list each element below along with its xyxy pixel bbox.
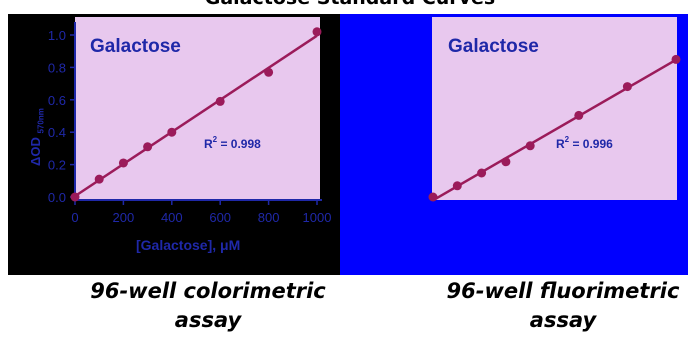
right-data-point xyxy=(452,181,462,191)
left-x-tick-label: 1000 xyxy=(303,210,332,225)
right-data-point xyxy=(525,141,535,151)
right-caption-line2: assay xyxy=(529,308,597,332)
left-data-point xyxy=(215,96,225,106)
right-caption-line1: 96-well fluorimetric xyxy=(446,279,680,303)
left-data-point xyxy=(167,127,177,137)
left-x-tick-label: 0 xyxy=(71,210,78,225)
left-y-tick-label: 0.2 xyxy=(48,158,66,173)
left-data-point xyxy=(94,174,104,184)
left-caption: 96-well colorimetric assay xyxy=(78,277,338,335)
right-data-point xyxy=(574,110,584,120)
left-data-point xyxy=(70,192,80,202)
left-y-tick-label: 0.0 xyxy=(48,190,66,205)
left-y-tick-label: 0.8 xyxy=(48,60,66,75)
right-data-point xyxy=(622,82,632,92)
left-x-tick-label: 400 xyxy=(161,210,183,225)
left-fit-line xyxy=(74,34,318,198)
right-r2-annotation: R2 = 0.996 xyxy=(556,135,613,151)
right-data-point xyxy=(428,192,438,202)
left-x-axis-label: [Galactose], μM xyxy=(136,237,241,253)
left-data-point xyxy=(118,158,128,168)
left-y-tick-label: 0.6 xyxy=(48,93,66,108)
right-chart-title: Galactose xyxy=(448,36,539,57)
right-data-point xyxy=(671,54,681,64)
left-x-tick-label: 200 xyxy=(113,210,135,225)
left-caption-line2: assay xyxy=(174,308,242,332)
right-plot-area xyxy=(432,17,677,200)
left-x-tick-label: 800 xyxy=(258,210,280,225)
left-data-point xyxy=(264,67,274,77)
right-data-point xyxy=(501,157,511,167)
left-y-tick-label: 1.0 xyxy=(48,28,66,43)
left-data-point xyxy=(143,142,153,152)
left-data-point xyxy=(312,27,322,37)
right-fit-line xyxy=(432,58,677,202)
left-r2-annotation: R2 = 0.998 xyxy=(204,135,261,151)
right-data-point xyxy=(477,168,487,178)
figure-title: Galactose Standard Curves xyxy=(0,0,700,9)
left-y-tick-label: 0.4 xyxy=(48,125,66,140)
left-chart-title: Galactose xyxy=(90,36,181,57)
left-x-tick-label: 600 xyxy=(209,210,231,225)
left-caption-line1: 96-well colorimetric xyxy=(90,279,326,303)
right-caption: 96-well fluorimetric assay xyxy=(438,277,688,335)
